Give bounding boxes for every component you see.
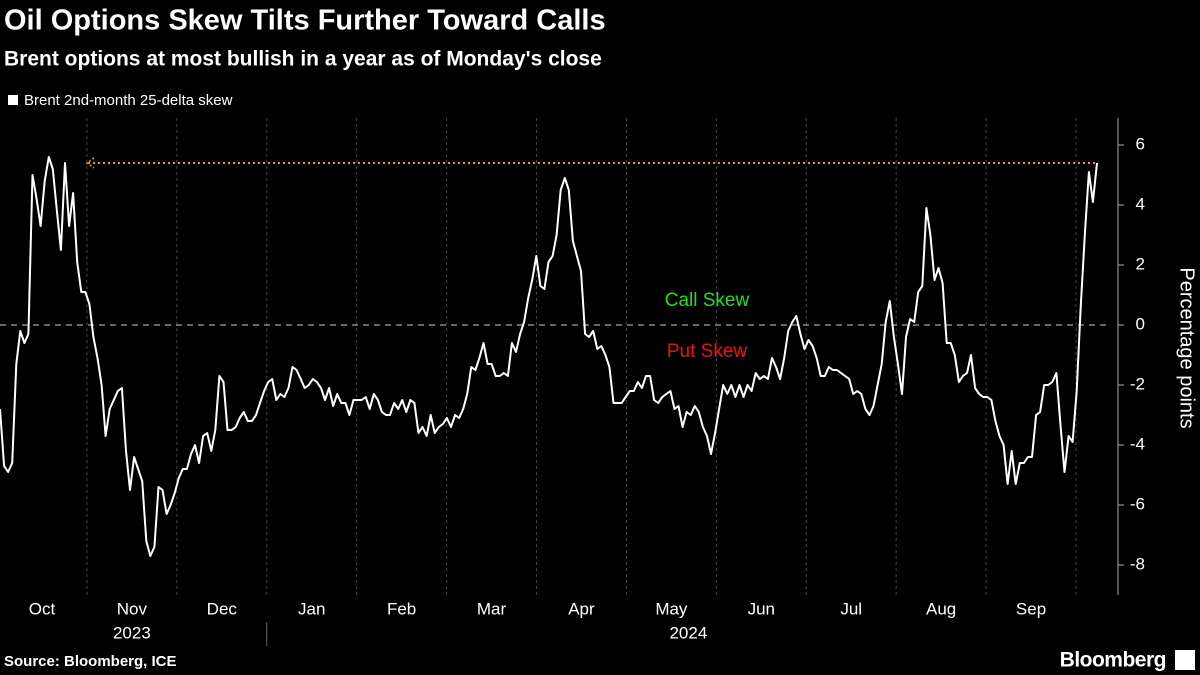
x-tick-label: Aug [926,599,956,618]
brand: Bloomberg [1060,649,1166,672]
y-tick-label: 6 [1136,134,1145,153]
x-tick-label: Jul [840,599,862,618]
annotation: Call Skew [665,290,750,311]
year-label: 2023 [113,623,151,642]
y-tick-label: 4 [1136,194,1145,213]
chart-title: Oil Options Skew Tilts Further Toward Ca… [4,5,606,37]
data-line [0,156,1098,557]
x-tick-label: Jun [748,599,775,618]
reference-arrow [85,157,95,169]
legend-swatch [8,95,18,105]
year-label: 2024 [669,623,707,642]
y-tick-label: 2 [1136,254,1145,273]
y-axis-label: Percentage points [1176,267,1198,428]
y-tick-label: -6 [1130,494,1145,513]
source: Source: Bloomberg, ICE [4,653,177,670]
x-tick-label: Jan [298,599,325,618]
x-tick-label: Feb [387,599,416,618]
x-tick-label: Nov [117,599,148,618]
y-tick-label: 0 [1136,314,1145,333]
x-tick-label: Dec [207,599,238,618]
y-tick-label: -4 [1130,434,1145,453]
x-tick-label: Mar [477,599,507,618]
y-tick-label: -2 [1130,374,1145,393]
x-tick-label: Apr [568,599,595,618]
chart-subtitle: Brent options at most bullish in a year … [4,48,602,71]
legend-label: Brent 2nd-month 25-delta skew [24,92,233,109]
x-tick-label: Oct [29,599,56,618]
brand-icon [1175,650,1195,670]
annotation: Put Skew [667,341,748,362]
x-tick-label: Sep [1016,599,1046,618]
x-tick-label: May [655,599,688,618]
y-tick-label: -8 [1130,554,1145,573]
